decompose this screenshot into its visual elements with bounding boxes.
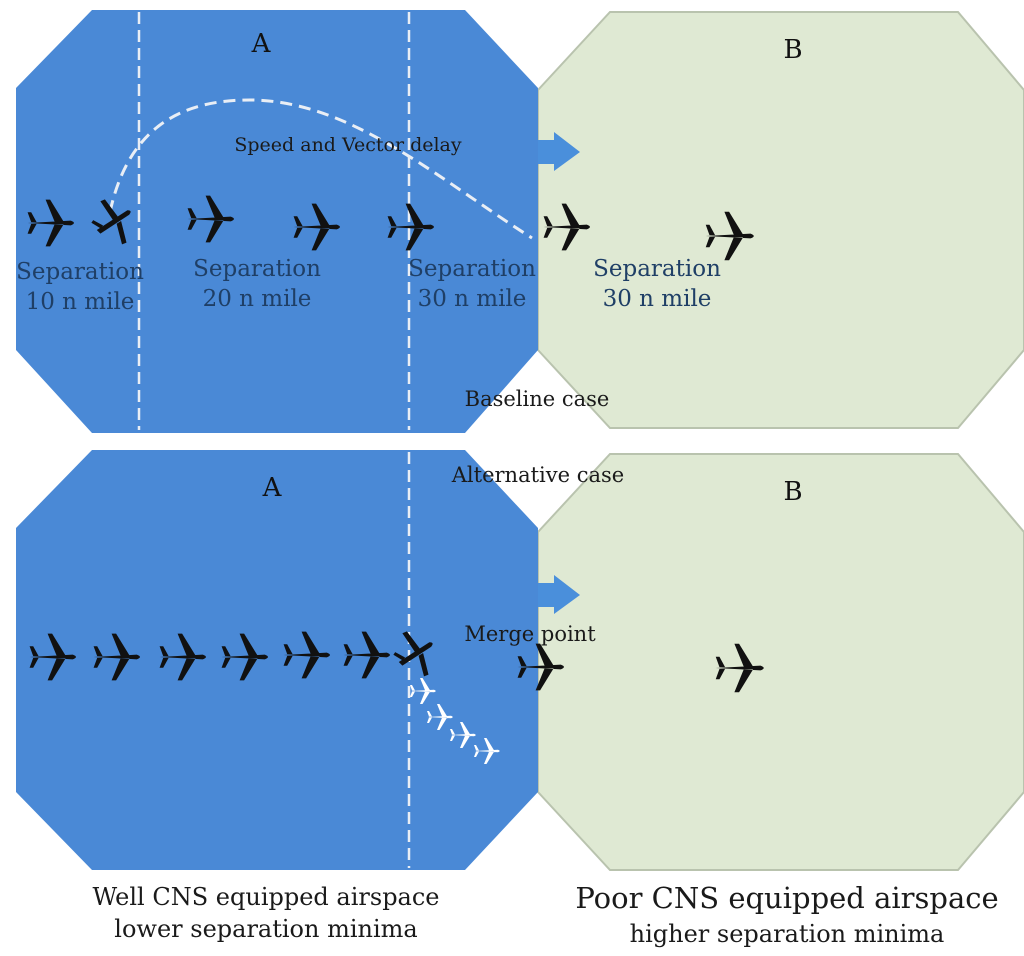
alternative-zone-b-label: B [783,477,802,507]
separation-value-2: 20 n mile [203,286,312,312]
alternative-zone-a-label: A [262,473,283,503]
separation-label-1: Separation [16,259,144,285]
alternative-flow-arrow [538,575,580,614]
delay-path [108,98,533,240]
baseline-zone-b [537,11,1024,429]
separation-value-3: 30 n mile [418,286,527,312]
baseline-case-label: Baseline case [465,387,610,411]
separation-label-2: Separation [193,256,321,282]
right-footer-line-1: Poor CNS equipped airspace [575,881,998,915]
alternative-zone-b [537,453,1024,871]
right-footer-line-2: higher separation minima [630,920,945,948]
separation-label-4: Separation [593,256,721,282]
left-footer-line-1: Well CNS equipped airspace [92,883,439,911]
separation-value-4: 30 n mile [603,286,712,312]
separation-value-1: 10 n mile [26,289,135,315]
delay-label: Speed and Vector delay [234,134,462,156]
left-footer-line-2: lower separation minima [114,915,417,943]
alternative-case-label: Alternative case [451,463,624,487]
separation-label-3: Separation [408,256,536,282]
baseline-zone-a-label: A [251,29,272,59]
baseline-flow-arrow [538,132,580,171]
alternative-zone-a [16,450,538,870]
baseline-zone-a [16,10,538,433]
baseline-zone-b-label: B [783,35,802,65]
merge-point-label: Merge point [464,622,596,646]
